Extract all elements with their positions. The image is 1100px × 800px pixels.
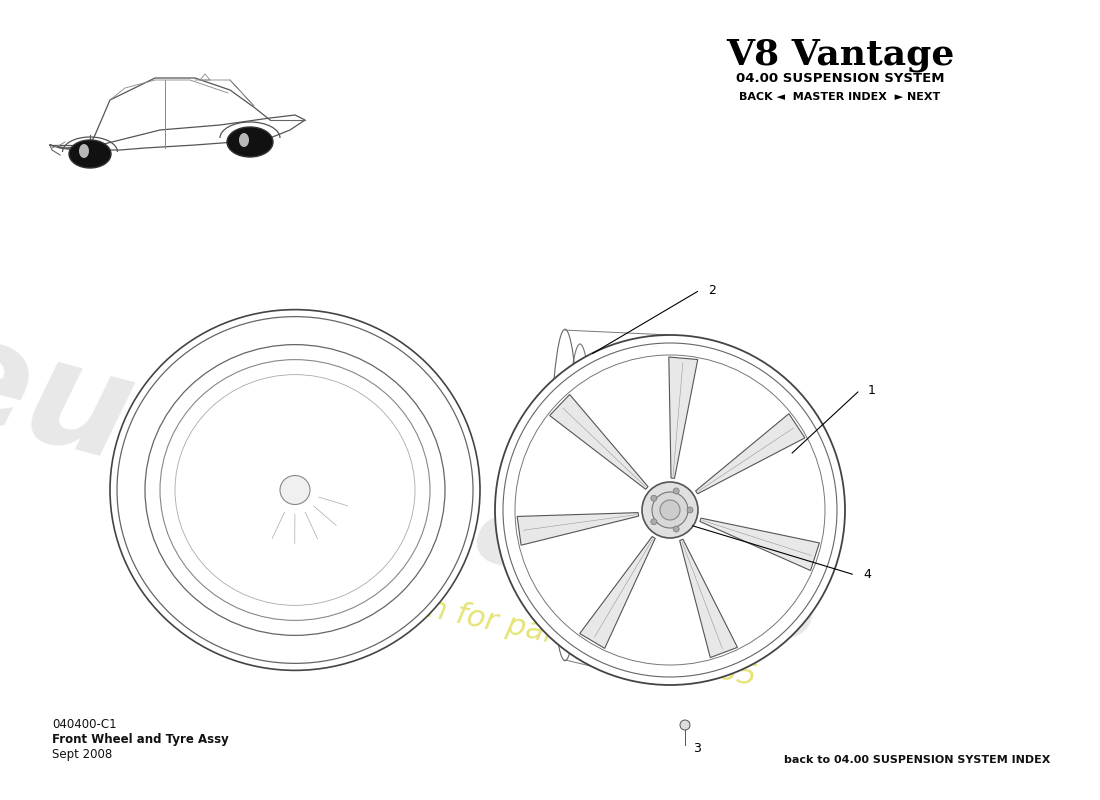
- Ellipse shape: [227, 127, 273, 157]
- Text: Front Wheel and Tyre Assy: Front Wheel and Tyre Assy: [52, 733, 229, 746]
- Text: 040400-C1: 040400-C1: [52, 718, 117, 731]
- Text: eurospares: eurospares: [0, 302, 844, 678]
- Ellipse shape: [110, 310, 480, 670]
- Ellipse shape: [280, 475, 310, 505]
- Text: 04.00 SUSPENSION SYSTEM: 04.00 SUSPENSION SYSTEM: [736, 72, 944, 85]
- Circle shape: [673, 488, 679, 494]
- Text: back to 04.00 SUSPENSION SYSTEM INDEX: back to 04.00 SUSPENSION SYSTEM INDEX: [783, 755, 1050, 765]
- Polygon shape: [580, 537, 656, 648]
- Text: 3: 3: [693, 742, 701, 754]
- Polygon shape: [695, 414, 805, 494]
- Circle shape: [660, 500, 680, 520]
- Polygon shape: [680, 539, 737, 658]
- Text: 2: 2: [708, 283, 716, 297]
- Ellipse shape: [175, 374, 415, 606]
- Circle shape: [651, 495, 657, 502]
- Polygon shape: [517, 513, 639, 545]
- Polygon shape: [669, 357, 697, 478]
- Circle shape: [651, 518, 657, 525]
- Ellipse shape: [160, 360, 430, 620]
- Ellipse shape: [79, 144, 89, 158]
- Circle shape: [652, 492, 688, 528]
- Circle shape: [680, 720, 690, 730]
- Text: 4: 4: [864, 569, 871, 582]
- Text: a passion for parts since 1985: a passion for parts since 1985: [301, 568, 759, 692]
- Polygon shape: [550, 394, 648, 490]
- Text: BACK ◄  MASTER INDEX  ► NEXT: BACK ◄ MASTER INDEX ► NEXT: [739, 92, 940, 102]
- Text: 1: 1: [868, 383, 876, 397]
- Ellipse shape: [117, 317, 473, 663]
- Circle shape: [495, 335, 845, 685]
- Circle shape: [688, 507, 693, 513]
- Ellipse shape: [69, 140, 111, 168]
- Circle shape: [642, 482, 698, 538]
- Ellipse shape: [145, 345, 446, 635]
- Ellipse shape: [239, 133, 249, 147]
- Circle shape: [515, 355, 825, 665]
- Circle shape: [673, 526, 679, 532]
- Text: Sept 2008: Sept 2008: [52, 748, 112, 761]
- Polygon shape: [700, 518, 820, 570]
- Circle shape: [503, 343, 837, 677]
- Text: V8 Vantage: V8 Vantage: [726, 38, 954, 72]
